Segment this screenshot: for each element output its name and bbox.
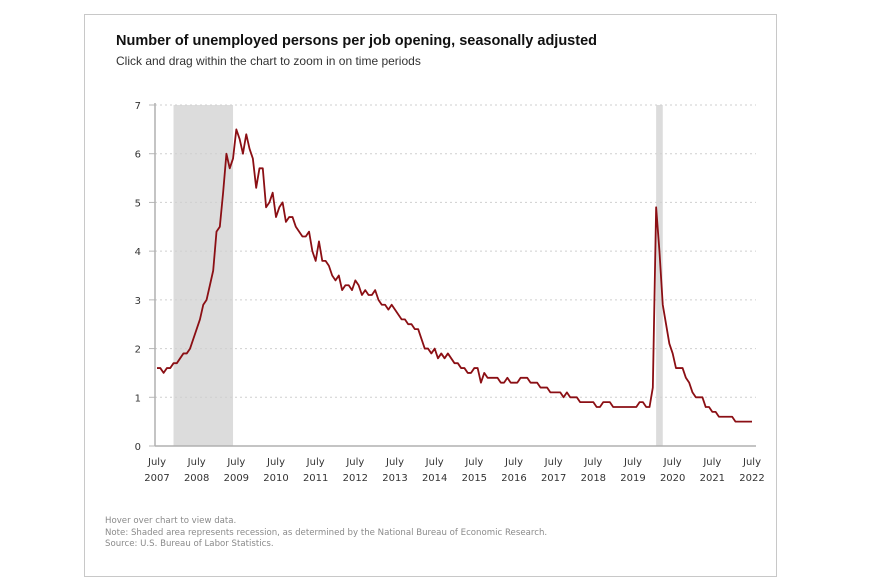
- x-tick-month: July: [623, 457, 642, 468]
- x-tick-year: 2015: [462, 473, 487, 484]
- chart-notes: Hover over chart to view data. Note: Sha…: [105, 516, 547, 551]
- x-tick-year: 2014: [422, 473, 447, 484]
- y-tick-label: 5: [135, 198, 141, 209]
- x-tick-year: 2019: [620, 473, 645, 484]
- chart-title: Number of unemployed persons per job ope…: [116, 33, 597, 49]
- x-tick-month: July: [544, 457, 563, 468]
- gridlines: [149, 104, 756, 447]
- x-tick-month: July: [702, 457, 721, 468]
- x-tick-year: 2012: [343, 473, 368, 484]
- x-tick-year: 2022: [739, 473, 764, 484]
- x-tick-year: 2021: [700, 473, 725, 484]
- x-tick-year: 2009: [224, 473, 249, 484]
- x-tick-month: July: [345, 457, 364, 468]
- x-tick-labels: July 2007 July 2008 July 2009 July 2010 July 2011…: [144, 457, 764, 484]
- y-tick-label: 3: [135, 296, 141, 307]
- y-tick-label: 6: [135, 150, 141, 161]
- x-tick-month: July: [583, 457, 602, 468]
- x-tick-month: July: [464, 457, 483, 468]
- x-tick-year: 2013: [382, 473, 407, 484]
- series: [157, 128, 752, 423]
- x-tick-year: 2016: [501, 473, 526, 484]
- x-tick-year: 2017: [541, 473, 566, 484]
- chart-subtitle: Click and drag within the chart to zoom …: [116, 54, 421, 68]
- x-tick-month: July: [742, 457, 761, 468]
- axes: [154, 103, 756, 447]
- recession-band: [173, 105, 234, 446]
- y-tick-label: 1: [135, 393, 141, 404]
- x-tick-year: 2020: [660, 473, 685, 484]
- y-tick-label: 4: [135, 247, 141, 258]
- recession-note: Note: Shaded area represents recession, …: [105, 527, 548, 538]
- series-line: [157, 128, 752, 423]
- y-tick-label: 7: [135, 101, 141, 112]
- recession-shading: [173, 105, 663, 446]
- x-tick-month: July: [385, 457, 404, 468]
- x-tick-month: July: [306, 457, 325, 468]
- hover-note: Hover over chart to view data.: [105, 516, 237, 526]
- y-tick-label: 2: [135, 345, 141, 356]
- x-tick-year: 2011: [303, 473, 328, 484]
- x-tick-month: July: [663, 457, 682, 468]
- x-tick-month: July: [266, 457, 285, 468]
- x-tick-month: July: [226, 457, 245, 468]
- x-tick-month: July: [425, 457, 444, 468]
- x-tick-month: July: [187, 457, 206, 468]
- x-tick-year: 2010: [263, 473, 288, 484]
- x-tick-year: 2018: [581, 473, 606, 484]
- y-tick-labels: 0 1 2 3 4 5 6 7: [135, 101, 141, 453]
- x-tick-month: July: [504, 457, 523, 468]
- recession-band: [656, 105, 663, 446]
- x-tick-year: 2007: [144, 473, 169, 484]
- y-tick-label: 0: [135, 442, 141, 453]
- x-tick-year: 2008: [184, 473, 209, 484]
- x-tick-month: July: [147, 457, 166, 468]
- source-note: Source: U.S. Bureau of Labor Statistics.: [105, 539, 274, 549]
